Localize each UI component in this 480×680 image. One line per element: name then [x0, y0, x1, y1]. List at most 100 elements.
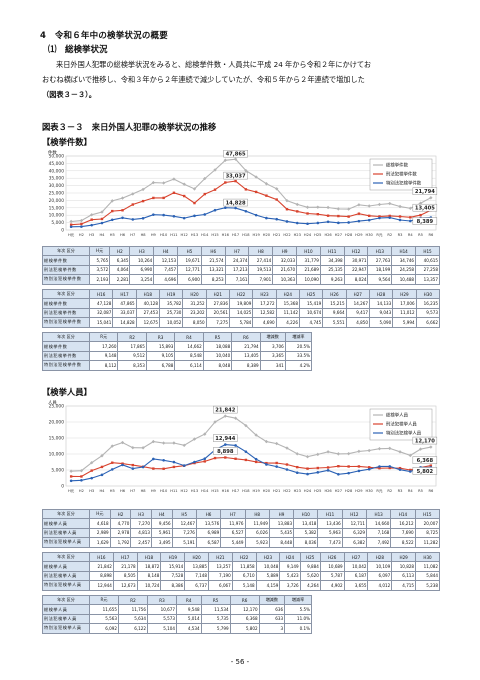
table-row: 特別法犯検挙人員 12,944 12,673 10,724 8,386 6,737 6,06… [42, 580, 440, 591]
table-cell: 24,258 [391, 264, 417, 276]
data-point [357, 469, 361, 473]
data-point [316, 205, 320, 209]
data-point [69, 225, 73, 229]
table-cell: 9,149 [279, 561, 301, 572]
data-point [326, 220, 330, 224]
table-cell: 8,024 [343, 274, 369, 285]
data-point [161, 181, 166, 185]
x-tick-label: R6 [428, 489, 433, 493]
data-point [203, 213, 207, 216]
x-tick-label: H18 [242, 233, 250, 237]
table-row: 総検挙件数 47,128 47,865 40,128 35,782 31,252 27,83… [42, 298, 441, 309]
table-cell: 34,398 [319, 255, 345, 266]
table-cell: 13,357 [415, 274, 440, 285]
table-cell: 7,275 [205, 317, 230, 328]
data-point [409, 219, 412, 223]
table-cell: 6,092 [89, 623, 119, 634]
table-cell: 3,726 [279, 580, 301, 591]
x-tick-label: H27 [335, 489, 342, 493]
data-point [326, 205, 330, 210]
table-cell: 5,735 [200, 613, 231, 625]
table-cell: 2,281 [109, 274, 131, 285]
data-point [305, 455, 310, 459]
table-cell: 32,033 [272, 255, 298, 266]
data-point [131, 463, 135, 467]
data-point [213, 456, 217, 460]
x-tick-label: H29 [355, 489, 363, 493]
x-tick-label: H28 [345, 489, 353, 493]
data-point [357, 219, 361, 223]
table-cell: 4,264 [299, 580, 321, 591]
data-point [79, 469, 84, 473]
x-tick-label: H15 [211, 489, 218, 493]
table-cell: 14,025 [228, 307, 254, 319]
annotation-label: 12,170 [415, 438, 435, 444]
annotation-label: 14,828 [226, 200, 246, 206]
column-header: H13 [367, 245, 393, 257]
table-header-row: 年次 区分 H元 H2 H3 H4 H5 H6 H7 H8 H9 H10 H11 H12 H13 H14 H1… [42, 508, 441, 520]
column-header: H29 [392, 288, 417, 300]
annotation-label: 13,405 [415, 206, 435, 212]
column-header: H9 [272, 245, 298, 257]
column-header: H6 [200, 245, 226, 257]
table-cell: 12,170 [229, 604, 260, 615]
series-line [71, 180, 432, 226]
x-tick-label: H8 [141, 489, 147, 493]
x-tick-label: H25 [314, 489, 321, 493]
x-tick-label: H3 [89, 233, 94, 237]
table-cell: 10,677 [146, 604, 177, 615]
data-point [265, 463, 268, 466]
column-header: 増減数 [259, 331, 286, 343]
column-header: H29 [391, 551, 417, 563]
table-cell: 8,898 [89, 570, 114, 582]
data-point [152, 196, 155, 200]
data-point [254, 175, 258, 179]
row-header: 刑法犯検挙件数 [42, 264, 90, 276]
data-point [388, 466, 391, 470]
column-header: R3 [145, 331, 176, 343]
table-cell: 6,122 [117, 623, 148, 634]
legend-entry: 刑法犯検挙人員 [386, 421, 417, 428]
data-point [162, 458, 165, 462]
table-cell: 4.2% [284, 360, 313, 371]
table-cell: 11,976 [220, 518, 246, 529]
annotation-box [213, 405, 238, 414]
x-tick-label: H3 [89, 489, 94, 493]
data-point [254, 190, 258, 194]
column-header: H17 [112, 551, 138, 563]
data-point [357, 465, 361, 468]
data-point [295, 452, 299, 456]
data-point [264, 439, 269, 444]
table-cell: 15,914 [160, 561, 186, 572]
y-tick-label: 35,000 [49, 176, 65, 182]
table-cell: 5,104 [146, 623, 177, 634]
table-cell: 10,109 [367, 561, 393, 572]
y-axis-label: 件数 [48, 150, 57, 156]
table-cell: 23,202 [182, 307, 207, 319]
data-point [398, 468, 402, 471]
data-point [172, 214, 176, 218]
x-tick-label: H4 [99, 233, 105, 237]
table-cell: 1,792 [109, 537, 132, 548]
y-tick-label: 30,000 [49, 183, 65, 189]
x-tick-label: H21 [273, 233, 280, 237]
table-cell: 9,884 [299, 561, 321, 572]
table-cell: 9,456 [150, 518, 173, 529]
column-header: H2 [109, 508, 132, 520]
x-tick-label: H7 [130, 489, 135, 493]
table-cell: 5,238 [415, 580, 440, 591]
table-cell: 4,770 [109, 518, 132, 529]
column-header: H15 [414, 508, 441, 520]
table-cell: 8,050 [182, 317, 207, 328]
table-cell: 21,689 [296, 264, 321, 276]
data-point [192, 437, 197, 441]
subsection-heading: ⑴ 総検挙状況 [48, 45, 108, 55]
data-point [224, 456, 227, 459]
x-tick-label: H30 [366, 489, 374, 493]
annotation-box [223, 150, 248, 158]
table-cell: 5,435 [268, 527, 295, 539]
column-header: H8 [248, 245, 274, 257]
data-point [295, 471, 299, 474]
table-cell: 6,662 [415, 317, 441, 328]
legend-entry: 総検挙人員 [386, 412, 409, 419]
